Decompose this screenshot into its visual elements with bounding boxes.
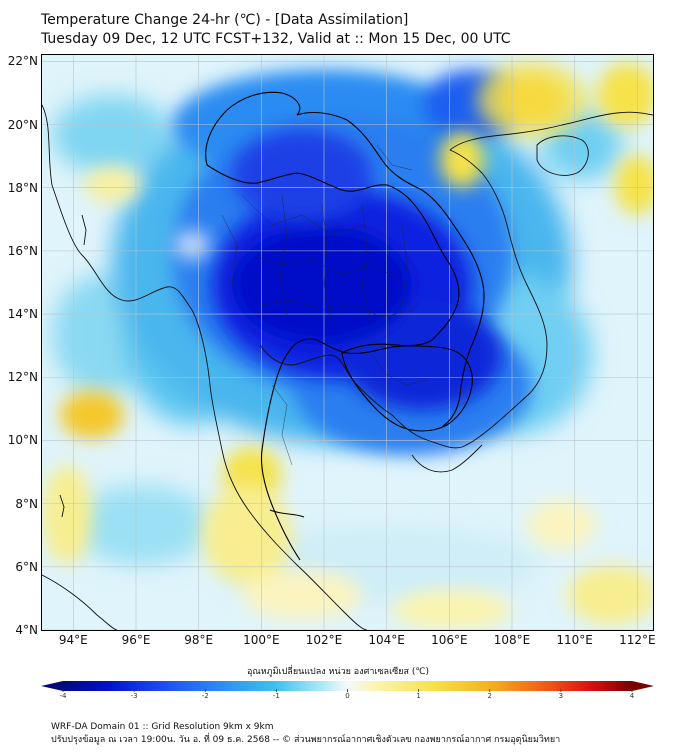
lon-tick-label: 108°E <box>493 633 531 647</box>
lat-tick-label: 22°N <box>7 54 38 69</box>
colorbar-extend-max <box>632 681 654 691</box>
footer-model-info: WRF-DA Domain 01 :: Grid Resolution 9km … <box>51 722 274 732</box>
map-subtitle: Tuesday 09 Dec, 12 UTC FCST+132, Valid a… <box>41 31 511 47</box>
lon-tick-label: 110°E <box>556 633 593 647</box>
colorbar-gradient <box>63 681 632 691</box>
lon-tick-label: 104°E <box>368 633 405 647</box>
lon-tick-label: 100°E <box>243 633 280 647</box>
colorbar-tick-label: -2 <box>201 692 209 700</box>
colorbar-label: อุณหภูมิเปลี่ยนแปลง หน่วย องศาเซลเซียส (… <box>246 667 430 677</box>
colorbar-tick-label: -3 <box>130 692 138 700</box>
province-lines <box>221 144 428 466</box>
colorbar-tick-label: 3 <box>558 692 564 700</box>
lat-tick-label: 6°N <box>15 559 38 574</box>
lon-tick-label: 102°E <box>305 633 343 647</box>
lat-tick-label: 12°N <box>7 370 38 385</box>
lon-tick-label: 112°E <box>619 633 656 647</box>
lat-tick-label: 10°N <box>7 433 38 448</box>
lon-tick-label: 96°E <box>121 633 151 647</box>
lat-tick-label: 8°N <box>15 496 38 511</box>
warming-field <box>42 62 653 630</box>
colorbar-tick-label: 2 <box>487 692 492 700</box>
temperature-change-map <box>42 55 653 630</box>
colorbar-tick-label: -4 <box>59 692 67 700</box>
colorbar <box>41 681 654 692</box>
lat-tick-label: 16°N <box>7 243 38 258</box>
gridlines <box>42 55 653 630</box>
lon-tick-label: 98°E <box>184 633 214 647</box>
country-borders <box>205 91 485 561</box>
lat-tick-label: 14°N <box>7 307 38 322</box>
lon-tick-label: 106°E <box>431 633 468 647</box>
map-panel[interactable] <box>41 54 654 631</box>
colorbar-tick-marks <box>62 689 633 692</box>
footer-credit: ปรับปรุงข้อมูล ณ เวลา 19:00น. วัน อ. ที่… <box>51 735 561 745</box>
colorbar-tick-label: -1 <box>272 692 280 700</box>
lon-tick-label: 94°E <box>58 633 88 647</box>
map-title: Temperature Change 24-hr (℃) - [Data Ass… <box>41 12 409 28</box>
lat-tick-label: 18°N <box>7 180 38 195</box>
colorbar-tick-label: 4 <box>629 692 635 700</box>
lat-tick-label: 4°N <box>15 623 38 637</box>
colorbar-extend-min <box>41 681 63 691</box>
colorbar-tick-label: 0 <box>345 692 350 700</box>
coastlines <box>42 104 653 630</box>
lat-tick-label: 20°N <box>7 117 38 132</box>
colorbar-tick-label: 1 <box>416 692 421 700</box>
